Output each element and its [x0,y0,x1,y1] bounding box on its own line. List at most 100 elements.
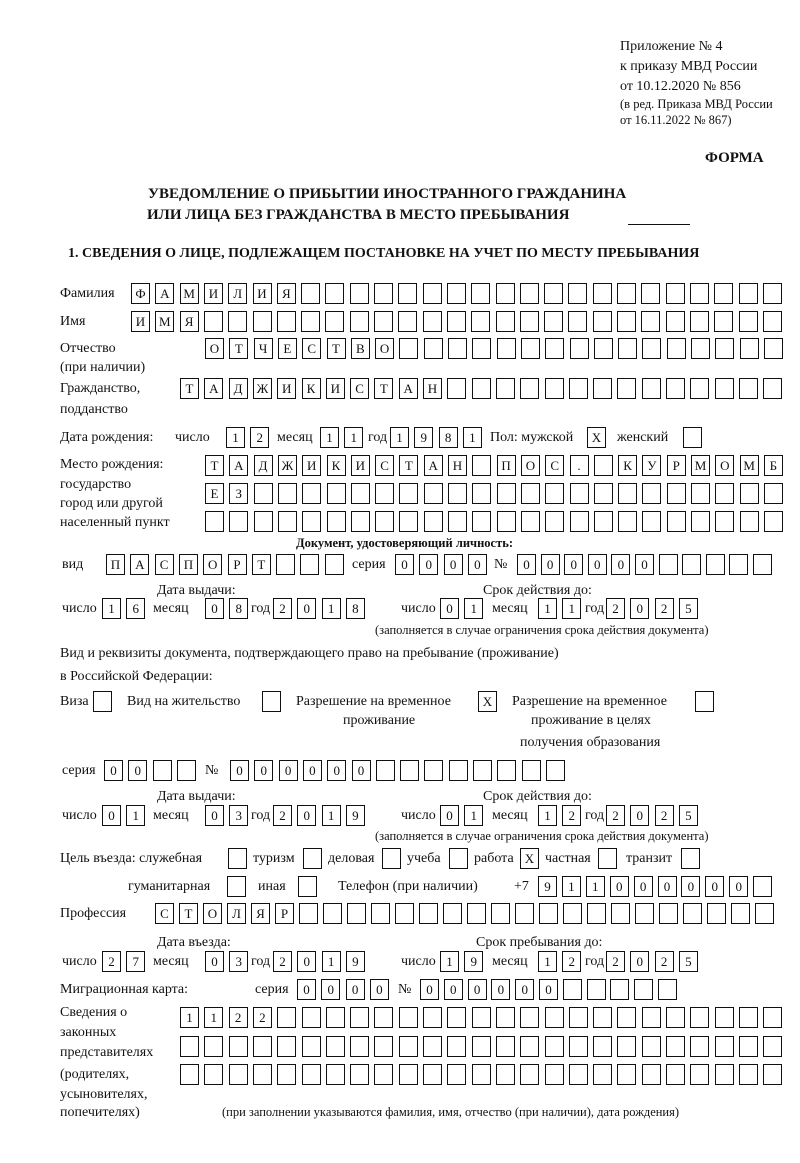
char-cell[interactable]: . [569,455,589,476]
char-cell[interactable] [738,283,758,304]
char-cell[interactable]: Т [251,554,271,575]
char-cell[interactable] [666,378,685,399]
char-cell[interactable] [666,1007,685,1028]
reps-boxes[interactable] [180,1036,788,1057]
char-cell[interactable] [471,283,491,304]
char-cell[interactable]: 0 [635,554,654,575]
char-cell[interactable] [180,1036,199,1057]
char-cell[interactable] [739,483,759,504]
char-cell[interactable]: Т [205,455,224,476]
char-cell[interactable] [618,511,638,532]
char-cell[interactable] [568,311,588,332]
char-cell[interactable]: А [155,283,175,304]
char-cell[interactable]: 0 [467,979,487,1000]
char-cell[interactable] [715,511,735,532]
char-cell[interactable] [277,1036,297,1057]
char-cell[interactable] [544,1007,564,1028]
char-cell[interactable] [544,1036,564,1057]
char-cell[interactable] [666,1064,685,1085]
char-cell[interactable]: Я [251,903,270,924]
char-cell[interactable] [472,455,492,476]
char-cell[interactable]: 1 [538,598,557,619]
char-cell[interactable] [763,378,783,399]
char-cell[interactable] [422,283,442,304]
char-cell[interactable] [753,554,772,575]
char-cell[interactable]: Л [228,283,248,304]
char-cell[interactable]: 2 [654,598,674,619]
char-cell[interactable] [691,511,710,532]
char-cell[interactable]: А [398,378,418,399]
char-cell[interactable]: К [301,378,321,399]
char-cell[interactable]: Р [227,554,247,575]
char-cell[interactable]: О [203,903,222,924]
char-cell[interactable]: Ж [277,455,297,476]
checkbox-cell[interactable] [382,848,401,869]
char-cell[interactable]: В [350,338,370,359]
char-cell[interactable] [350,1064,370,1085]
char-cell[interactable]: И [277,378,297,399]
char-cell[interactable] [495,283,515,304]
transit-checkbox[interactable] [681,848,705,869]
char-cell[interactable]: 1 [561,876,581,897]
char-cell[interactable] [374,311,393,332]
char-cell[interactable]: 7 [126,951,146,972]
char-cell[interactable] [350,483,370,504]
char-cell[interactable] [375,511,395,532]
char-cell[interactable] [593,1007,613,1028]
char-cell[interactable]: 9 [538,876,557,897]
char-cell[interactable]: С [350,378,370,399]
char-cell[interactable] [326,483,346,504]
private-checkbox[interactable] [598,848,622,869]
char-cell[interactable]: 0 [440,805,459,826]
char-cell[interactable]: М [691,455,710,476]
char-cell[interactable]: 8 [229,598,249,619]
char-cell[interactable] [691,338,710,359]
char-cell[interactable]: 1 [180,1007,199,1028]
char-cell[interactable]: И [252,283,272,304]
checkbox-cell[interactable]: X [587,427,606,448]
char-cell[interactable]: 0 [539,979,558,1000]
char-cell[interactable] [299,903,318,924]
char-cell[interactable]: 1 [464,805,484,826]
char-cell[interactable]: 0 [587,554,607,575]
char-cell[interactable] [448,511,467,532]
char-cell[interactable] [642,483,662,504]
char-cell[interactable] [205,511,224,532]
char-cell[interactable] [349,283,369,304]
char-cell[interactable] [519,311,539,332]
checkbox-cell[interactable]: X [478,691,497,712]
char-cell[interactable] [448,760,468,781]
char-cell[interactable] [399,511,419,532]
char-cell[interactable] [491,903,510,924]
char-cell[interactable]: П [496,455,516,476]
char-cell[interactable]: 9 [345,805,365,826]
char-cell[interactable]: 0 [420,979,439,1000]
char-cell[interactable]: 0 [729,876,749,897]
char-cell[interactable]: 0 [351,760,371,781]
char-cell[interactable] [683,903,702,924]
char-cell[interactable] [641,1064,661,1085]
char-cell[interactable]: Н [448,455,467,476]
char-cell[interactable] [350,511,370,532]
char-cell[interactable] [204,1064,224,1085]
char-cell[interactable]: 3 [229,805,249,826]
birth-place-boxes[interactable] [205,511,788,532]
char-cell[interactable] [641,311,661,332]
char-cell[interactable] [203,311,223,332]
char-cell[interactable]: 1 [538,805,557,826]
char-cell[interactable]: 0 [205,598,224,619]
char-cell[interactable] [753,876,773,897]
char-cell[interactable] [568,1007,588,1028]
char-cell[interactable] [763,511,783,532]
char-cell[interactable] [593,483,613,504]
trp-edu-checkbox[interactable] [695,691,719,712]
char-cell[interactable] [399,338,419,359]
char-cell[interactable] [707,903,726,924]
